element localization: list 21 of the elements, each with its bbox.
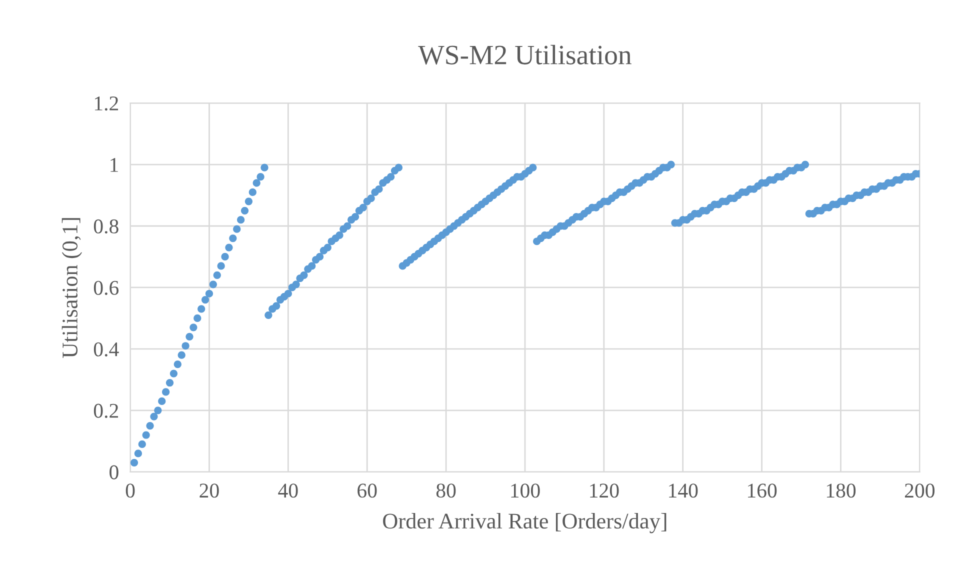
y-tick-label: 1 xyxy=(110,158,118,172)
y-tick-label: 0.6 xyxy=(94,280,119,295)
y-tick-label: 1.2 xyxy=(94,96,118,111)
x-tick-label: 60 xyxy=(358,484,377,498)
y-tick-label: 0.4 xyxy=(94,342,119,356)
y-tick-label: 0.8 xyxy=(94,219,118,234)
x-tick-label: 20 xyxy=(200,484,219,498)
x-tick-label: 80 xyxy=(436,484,456,498)
x-tick-label: 120 xyxy=(590,484,619,498)
x-tick-label: 0 xyxy=(126,484,135,498)
x-tick-label: 160 xyxy=(748,484,777,498)
x-tick-label: 180 xyxy=(826,484,856,498)
y-tick-label: 0.2 xyxy=(94,404,118,418)
y-axis-title: Utilisation (0,1] xyxy=(62,218,82,358)
x-tick-label: 100 xyxy=(511,484,540,498)
chart-title: WS-M2 Utilisation xyxy=(418,44,632,65)
y-tick-label: 0 xyxy=(110,465,118,480)
x-tick-label: 140 xyxy=(669,484,698,498)
x-tick-label: 200 xyxy=(904,484,935,498)
x-tick-label: 40 xyxy=(278,484,298,498)
x-axis-title: Order Arrival Rate [Orders/day] xyxy=(383,513,666,534)
